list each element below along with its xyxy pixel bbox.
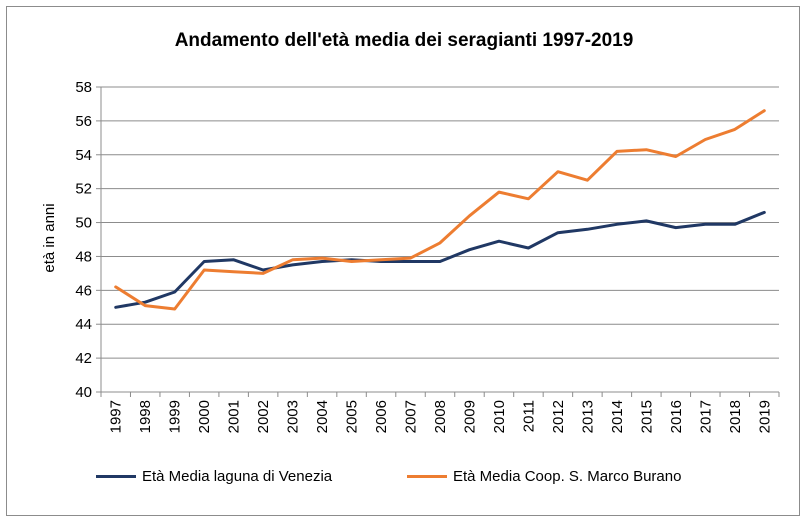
chart-title: Andamento dell'età media dei seragianti … [174, 30, 634, 51]
x-tick-label: 2013 [579, 400, 596, 433]
y-tick-label: 42 [75, 350, 92, 367]
legend-label-burano: Età Media Coop. S. Marco Burano [453, 468, 682, 485]
series-line-0 [114, 210, 766, 309]
legend-item-venezia: Età Media laguna di Venezia [96, 468, 332, 485]
y-tick-label: 44 [75, 316, 92, 333]
x-tick-label: 2004 [314, 400, 331, 433]
legend-label-venezia: Età Media laguna di Venezia [142, 468, 333, 485]
x-tick-label: 2009 [461, 400, 478, 433]
x-tick-label: 2019 [756, 400, 773, 433]
y-tick-labels: 40 42 44 46 48 50 52 54 56 58 [75, 79, 92, 401]
x-tick-label: 2003 [285, 400, 302, 433]
y-tick-label: 56 [75, 113, 92, 130]
y-tick-label: 58 [75, 79, 92, 96]
x-tick-label: 2015 [638, 400, 655, 433]
x-tick-label: 2006 [373, 400, 390, 433]
legend: Età Media laguna di Venezia Età Media Co… [0, 468, 808, 492]
series-lines [114, 109, 766, 311]
x-tick-label: 2014 [609, 400, 626, 433]
x-tick-label: 1998 [137, 400, 154, 433]
x-tick-label: 2018 [727, 400, 744, 433]
y-tick-label: 48 [75, 248, 92, 265]
x-tick-labels: 1997 1998 1999 2000 2001 2002 2003 2004 2005 2006… [108, 400, 774, 433]
y-tick-label: 40 [75, 384, 92, 401]
legend-swatch-venezia [96, 475, 136, 478]
y-tick-label: 54 [75, 147, 92, 164]
x-tick-label: 2005 [344, 400, 361, 433]
x-tick-label: 1999 [167, 400, 184, 433]
x-tick-label: 2016 [668, 400, 685, 433]
grid-lines [96, 86, 779, 393]
y-tick-label: 46 [75, 282, 92, 299]
x-tick-label: 1997 [108, 400, 125, 433]
y-tick-label: 52 [75, 181, 92, 198]
x-tick-label: 2001 [226, 400, 243, 433]
x-tick-label: 2008 [432, 400, 449, 433]
x-tick-label: 2000 [196, 400, 213, 433]
legend-item-burano: Età Media Coop. S. Marco Burano [407, 468, 681, 485]
x-tick-label: 2017 [697, 400, 714, 433]
x-tick-label: 2012 [550, 400, 567, 433]
series-line-1 [114, 109, 766, 311]
x-tick-label: 2002 [255, 400, 272, 433]
axes [100, 87, 780, 397]
y-tick-label: 50 [75, 215, 92, 232]
legend-swatch-burano [407, 475, 447, 478]
x-tick-label: 2010 [491, 400, 508, 433]
x-tick-label: 2011 [520, 400, 537, 432]
x-tick-label: 2007 [403, 400, 420, 433]
y-axis-label: età in anni [41, 203, 58, 272]
